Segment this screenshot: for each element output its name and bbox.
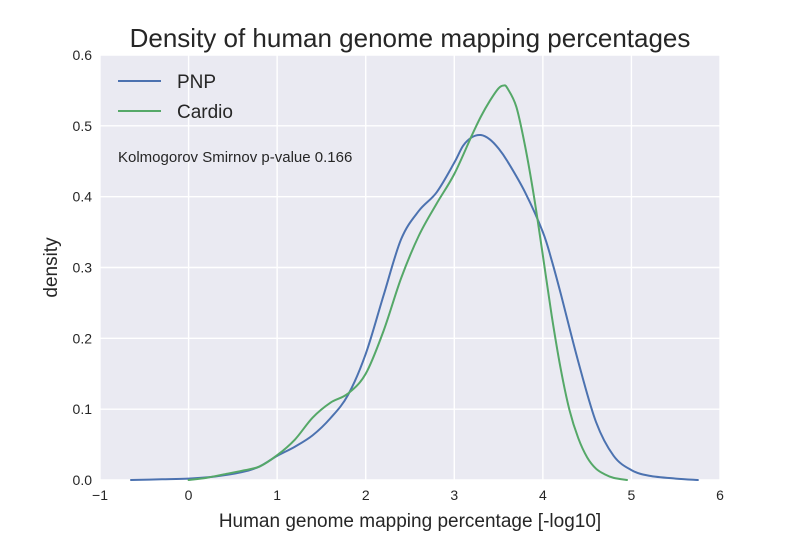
x-tick-label: 3 bbox=[450, 487, 458, 503]
series-line-cardio bbox=[187, 84, 628, 481]
y-tick-label: 0.0 bbox=[73, 472, 93, 488]
y-tick-label: 0.5 bbox=[73, 118, 93, 134]
axis-ticks: −1 0 1 2 3 4 5 6 0.0 0.1 0.2 0.3 0.4 0.5 0.6 bbox=[73, 47, 725, 503]
x-tick-label: 6 bbox=[716, 487, 724, 503]
grid-lines bbox=[99, 54, 721, 481]
legend-label-pnp: PNP bbox=[177, 72, 216, 93]
y-tick-label: 0.3 bbox=[73, 260, 93, 276]
y-tick-label: 0.6 bbox=[73, 47, 93, 63]
x-tick-label: 5 bbox=[628, 487, 636, 503]
y-tick-label: 0.2 bbox=[73, 330, 93, 346]
x-tick-label: 1 bbox=[273, 487, 281, 503]
legend-label-cardio: Cardio bbox=[177, 102, 233, 123]
x-axis-label: Human genome mapping percentage [-log10] bbox=[219, 511, 601, 532]
y-axis-label: density bbox=[41, 237, 62, 298]
density-curves bbox=[130, 84, 699, 481]
legend: PNP Cardio bbox=[118, 72, 233, 123]
y-tick-label: 0.4 bbox=[73, 189, 93, 205]
y-tick-label: 0.1 bbox=[73, 401, 93, 417]
x-tick-label: 2 bbox=[362, 487, 370, 503]
x-tick-label: 0 bbox=[185, 487, 193, 503]
x-tick-label: 4 bbox=[539, 487, 547, 503]
ks-p-value-annotation: Kolmogorov Smirnov p-value 0.166 bbox=[118, 149, 352, 166]
chart-title: Density of human genome mapping percenta… bbox=[130, 23, 691, 53]
x-tick-label: −1 bbox=[92, 487, 108, 503]
